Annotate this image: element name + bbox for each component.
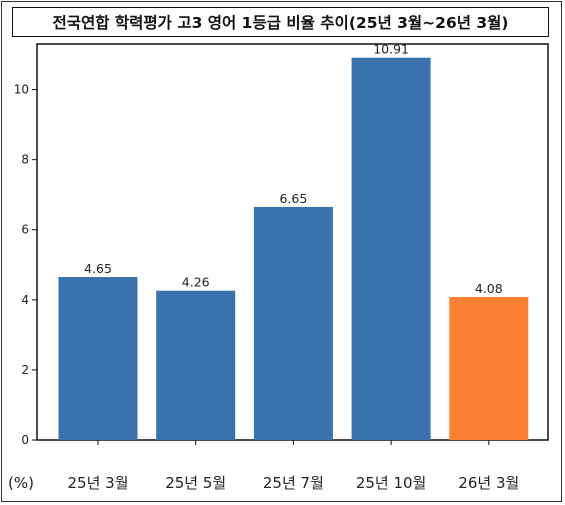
unit-label: (%): [8, 474, 34, 492]
bar-3: [253, 206, 333, 440]
data-label-4: 10.91: [373, 42, 409, 57]
y-tick-label: 6: [21, 223, 29, 237]
category-label-3: 25년 7월: [263, 474, 324, 492]
data-label-3: 6.65: [279, 191, 307, 206]
y-tick-label: 0: [21, 433, 29, 447]
category-label-1: 25년 3월: [68, 474, 129, 492]
y-tick-label: 2: [21, 363, 29, 377]
category-label-4: 25년 10월: [356, 474, 427, 492]
y-tick-label: 4: [21, 293, 29, 307]
chart-title: 전국연합 학력평가 고3 영어 1등급 비율 추이(25년 3월~26년 3월): [12, 7, 549, 37]
category-label-2: 25년 5월: [165, 474, 226, 492]
y-tick-label: 8: [21, 153, 29, 167]
data-label-5: 4.08: [475, 281, 503, 296]
data-label-2: 4.26: [182, 275, 210, 290]
y-tick-label: 10: [14, 83, 29, 97]
bar-1: [58, 277, 138, 440]
category-label-5: 26년 3월: [458, 474, 519, 492]
bar-5: [449, 297, 529, 440]
bar-2: [156, 290, 236, 440]
data-label-1: 4.65: [84, 261, 112, 276]
bar-4: [351, 57, 431, 440]
